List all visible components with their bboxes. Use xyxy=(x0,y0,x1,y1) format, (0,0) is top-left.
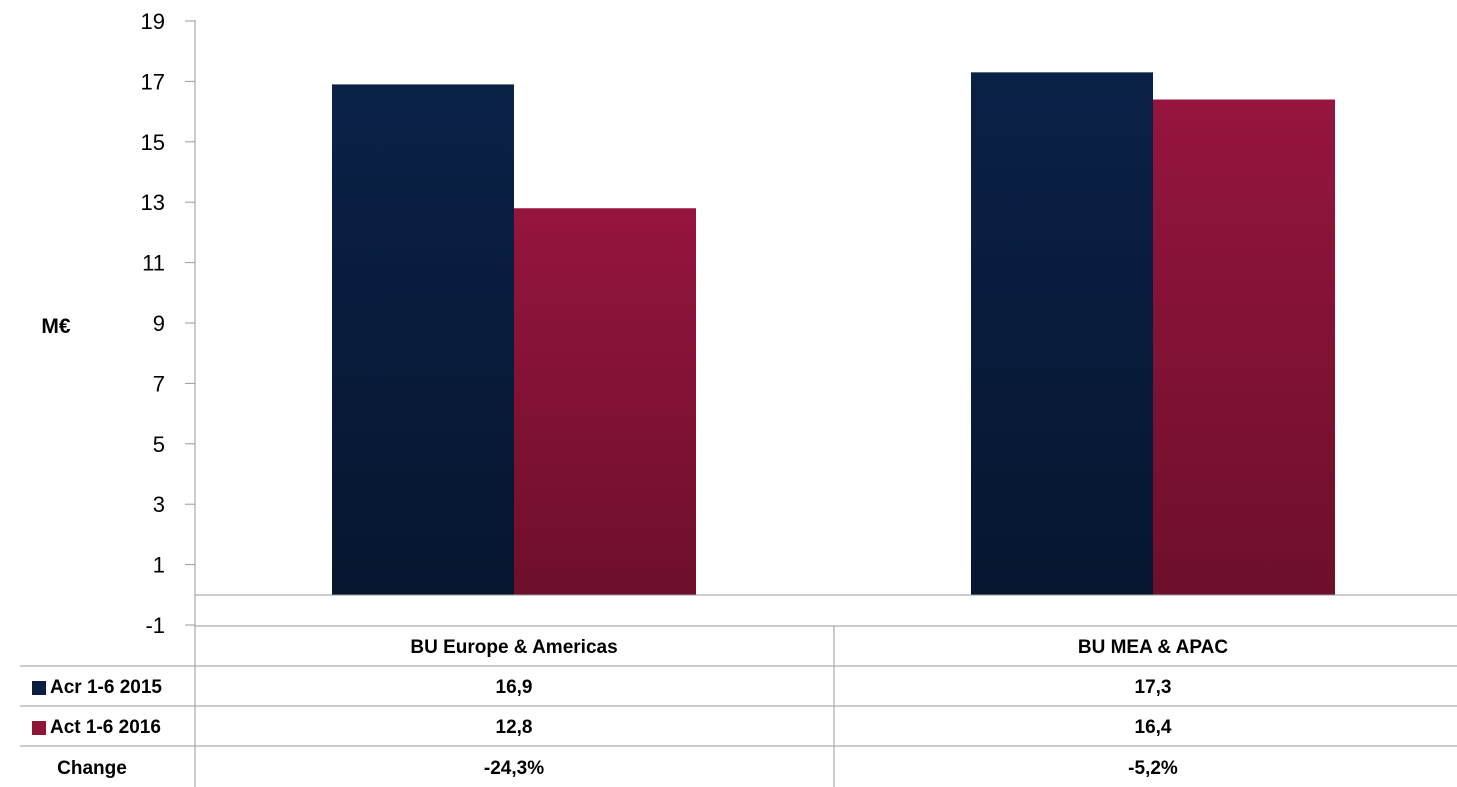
y-tick-label: -1 xyxy=(145,613,165,638)
row-label-2016: Act 1-6 2016 xyxy=(50,717,161,738)
y-tick-label: 3 xyxy=(153,492,165,517)
change-europe-americas: -24,3% xyxy=(484,758,544,779)
bar-2015-europe-americas xyxy=(332,84,514,595)
category-header-europe-americas: BU Europe & Americas xyxy=(410,637,617,658)
value-2015-europe-americas: 16,9 xyxy=(496,677,533,698)
y-tick-label: 13 xyxy=(141,190,165,215)
y-tick-label: 7 xyxy=(153,371,165,396)
change-mea-apac: -5,2% xyxy=(1128,758,1178,779)
data-table-grid xyxy=(20,625,1457,787)
value-2015-mea-apac: 17,3 xyxy=(1135,677,1172,698)
y-tick-label: 19 xyxy=(141,9,165,34)
bars xyxy=(332,72,1335,595)
bar-2015-mea-apac xyxy=(971,72,1153,595)
y-axis-label: M€ xyxy=(41,315,70,338)
value-2016-mea-apac: 16,4 xyxy=(1135,717,1172,738)
bar-2016-europe-americas xyxy=(514,208,696,595)
y-axis-ticks: 19 17 15 13 11 9 7 5 3 1 -1 xyxy=(141,9,195,638)
value-2016-europe-americas: 12,8 xyxy=(496,717,533,738)
y-tick-label: 9 xyxy=(153,311,165,336)
bar-2016-mea-apac xyxy=(1153,99,1335,595)
y-tick-label: 15 xyxy=(141,130,165,155)
y-tick-label: 1 xyxy=(153,553,165,578)
row-label-change: Change xyxy=(57,758,127,779)
legend-key-2015 xyxy=(32,681,46,695)
category-header-mea-apac: BU MEA & APAC xyxy=(1078,637,1229,658)
row-label-2015: Acr 1-6 2015 xyxy=(50,677,162,698)
y-tick-label: 5 xyxy=(153,432,165,457)
legend-key-2016 xyxy=(32,721,46,735)
y-tick-label: 11 xyxy=(142,251,165,276)
y-tick-label: 17 xyxy=(141,69,165,94)
